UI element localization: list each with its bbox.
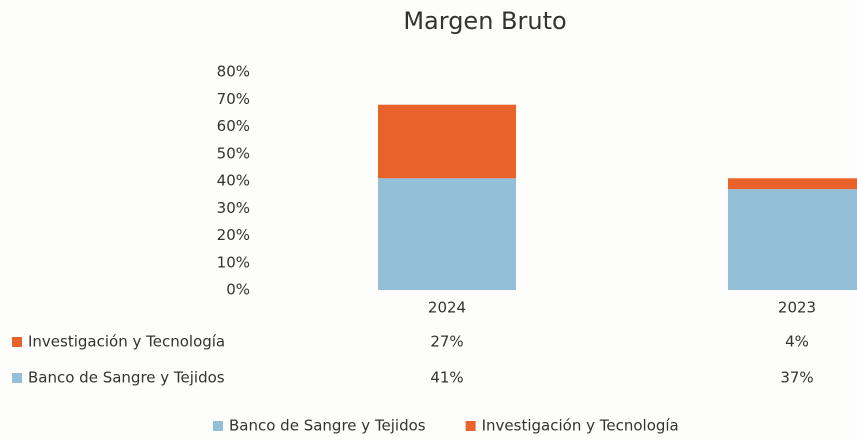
bar-segment	[728, 178, 857, 190]
table-legend-key	[12, 373, 22, 383]
x-tick-label: 2023	[778, 299, 816, 317]
y-tick-label: 50%	[217, 144, 250, 162]
legend-key	[213, 421, 223, 431]
bar-segment	[378, 178, 516, 290]
table-row-label: Banco de Sangre y Tejidos	[28, 369, 225, 387]
y-tick-label: 0%	[226, 281, 250, 299]
y-tick-label: 70%	[217, 90, 250, 108]
data-label: 37%	[780, 369, 813, 387]
table-row-label: Investigación y Tecnología	[28, 333, 225, 351]
table-legend-key	[12, 337, 22, 347]
y-tick-label: 10%	[217, 253, 250, 271]
y-tick-label: 40%	[217, 172, 250, 190]
y-tick-label: 30%	[217, 199, 250, 217]
y-tick-label: 80%	[217, 63, 250, 81]
data-label: 41%	[430, 369, 463, 387]
y-tick-label: 20%	[217, 226, 250, 244]
bar-segment	[728, 189, 857, 290]
data-label: 4%	[785, 333, 809, 351]
legend-key	[465, 421, 476, 431]
legend-label: Investigación y Tecnología	[482, 417, 679, 435]
x-tick-label: 2024	[428, 299, 466, 317]
data-label: 27%	[430, 333, 463, 351]
y-tick-label: 60%	[217, 117, 250, 135]
legend-label: Banco de Sangre y Tejidos	[229, 417, 426, 435]
bar-segment	[378, 104, 516, 179]
chart-title: Margen Bruto	[403, 7, 566, 35]
